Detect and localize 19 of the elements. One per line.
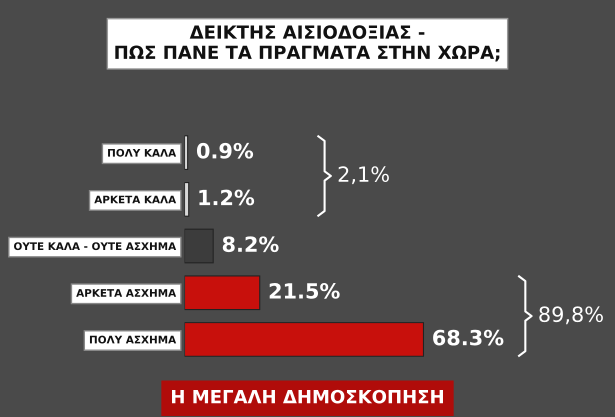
data-label: 68.3% [433, 330, 504, 346]
y-tick-label: ΑΡΚΕΤΑ ΑΣΧΗΜΑ [76, 289, 176, 297]
data-label: 21.5% [270, 283, 340, 299]
data-label: 8.2% [222, 236, 279, 252]
bar [184, 275, 260, 310]
text: 89,8% [539, 306, 603, 324]
data-label: 0.9% [196, 142, 254, 159]
annotation: 2,1% [338, 166, 389, 184]
data-label: 1.2% [199, 190, 254, 206]
y-tick-label: ΠΟΛΥ ΑΣΧΗΜΑ [90, 336, 176, 344]
bar [184, 322, 424, 357]
bar [184, 228, 214, 264]
y-tick-label: ΟΥΤΕ ΚΑΛΑ - ΟΥΤΕ ΑΣΧΗΜΑ [14, 242, 176, 250]
chart-title: ΔΕΙΚΤΗΣ ΑΙΣΙΟΔΟΞΙΑΣ - ΠΩΣ ΠΑΝΕ ΤΑ ΠΡΑΓΜΑΤΑ ΣΤΗΝ ΧΩΡΑ; [115, 25, 500, 62]
bar [184, 135, 188, 170]
text: Η ΜΕΓΑΛΗ ΔΗΜΟΣΚΟΠΗΣΗ [172, 390, 443, 404]
y-tick-label: ΑΡΚΕΤΑ ΚΑΛΑ [94, 196, 176, 204]
y-tick-label: ΠΟΛΥ ΚΑΛΑ [108, 148, 176, 157]
bar [184, 182, 190, 217]
